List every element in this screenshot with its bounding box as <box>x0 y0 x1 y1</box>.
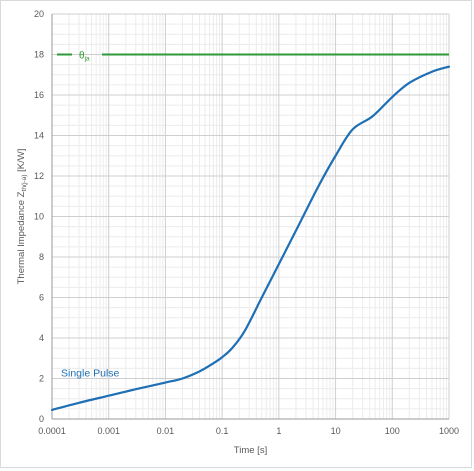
x-tick-label: 0.0001 <box>38 426 66 436</box>
y-tick-label: 6 <box>39 293 44 303</box>
y-tick-label: 20 <box>34 9 44 19</box>
theta-ja-label-subscript: ja <box>84 56 90 63</box>
x-tick-label: 0.1 <box>216 426 229 436</box>
series-layer <box>50 53 451 411</box>
axes <box>51 14 449 420</box>
y-tick-label: 16 <box>34 90 44 100</box>
y-tick-label: 18 <box>34 50 44 60</box>
y-tick-label: 0 <box>39 414 44 424</box>
x-tick-label: 0.01 <box>157 426 175 436</box>
y-tick-label: 8 <box>39 252 44 262</box>
x-tick-label: 1 <box>276 426 281 436</box>
single-pulse-curve <box>50 65 451 411</box>
x-tick-label: 10 <box>331 426 341 436</box>
y-axis-title: Thermal Impedance Zth(j-a) [K/W] <box>16 149 28 285</box>
theta-ja-label: θja <box>79 51 90 63</box>
x-tick-label: 0.001 <box>97 426 120 436</box>
y-tick-label: 4 <box>39 333 44 343</box>
y-axis-title-unit: [K/W] <box>16 149 27 175</box>
labels-layer: 0.0001 0.001 0.01 0.1 1 10 100 1000 0 2 4 6 8 10 12 14 1… <box>16 9 459 456</box>
y-axis-title-main: Thermal Impedance Z <box>16 191 27 284</box>
y-axis-title-subscript: th(j-a) <box>21 174 28 191</box>
single-pulse-label: Single Pulse <box>61 367 120 379</box>
x-tick-label: 1000 <box>439 426 459 436</box>
theta-ja-label-main: θ <box>79 51 85 62</box>
y-tick-label: 10 <box>34 212 44 222</box>
y-tick-label: 14 <box>34 131 44 141</box>
x-axis-title: Time [s] <box>234 445 267 456</box>
y-tick-label: 2 <box>39 374 44 384</box>
x-tick-label: 100 <box>385 426 400 436</box>
y-tick-label: 12 <box>34 171 44 181</box>
